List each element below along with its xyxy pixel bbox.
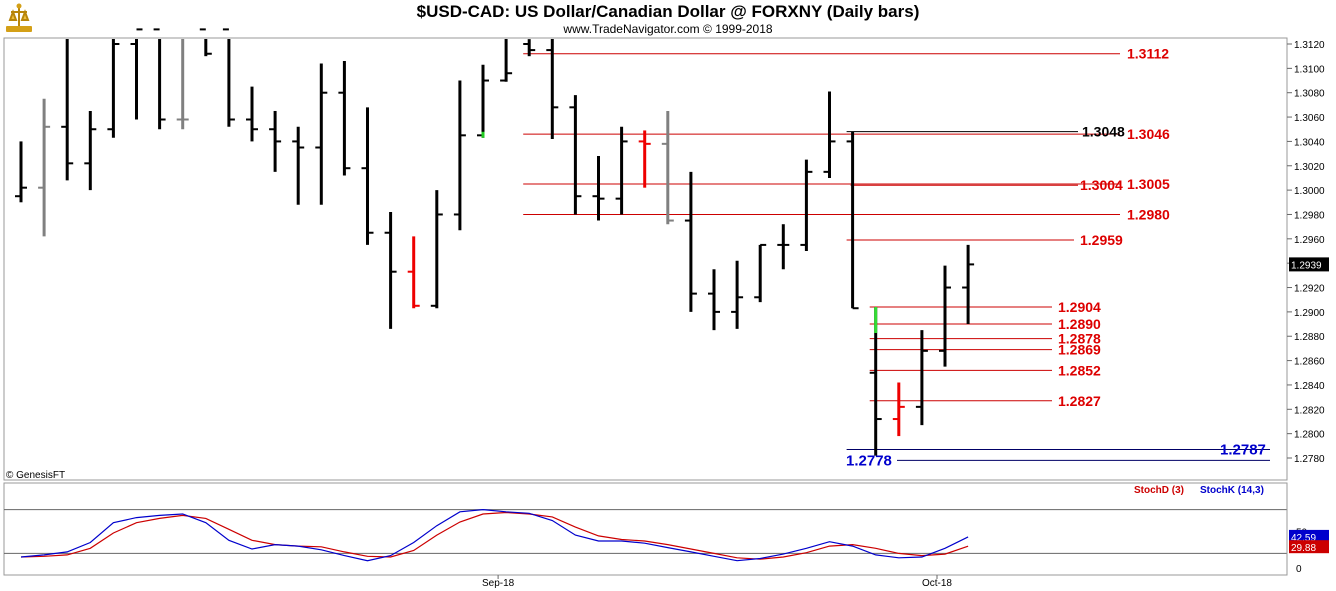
level-label-1.3112: 1.3112 [1127, 46, 1169, 62]
level-label-1.2959: 1.2959 [1080, 232, 1123, 248]
level-label-1.2787: 1.2787 [1220, 441, 1266, 458]
price-tick-label: 1.3060 [1294, 113, 1325, 124]
level-label-1.2852: 1.2852 [1058, 362, 1101, 378]
stoch-d-value: 29.88 [1291, 543, 1316, 554]
price-tick-label: 1.3040 [1294, 137, 1325, 148]
level-label-1.2878: 1.2878 [1058, 331, 1101, 347]
level-label-1.2869: 1.2869 [1058, 342, 1101, 358]
main-panel-frame [3, 37, 1288, 481]
stoch-k-value: 42.59 [1291, 533, 1316, 544]
genesis-copyright: © GenesisFT [6, 470, 65, 481]
level-label-1.2778: 1.2778 [846, 452, 892, 469]
price-tick-label: 1.2980 [1294, 210, 1325, 221]
date-tick-label: Oct-18 [922, 578, 952, 589]
chart-header: $USD-CAD: US Dollar/Canadian Dollar @ FO… [0, 0, 1336, 38]
trade-navigator-logo [6, 3, 32, 32]
stoch-panel-frame [3, 482, 1288, 576]
price-tick-label: 1.2800 [1294, 430, 1325, 441]
stoch-d-label: StochD (3) [1134, 485, 1184, 496]
price-tick-label: 1.2820 [1294, 405, 1325, 416]
level-label-1.2890: 1.2890 [1058, 316, 1101, 332]
stoch-d-line [20, 511, 969, 560]
current-price-box [1289, 257, 1329, 272]
stoch-k-line [20, 508, 969, 562]
level-label-1.3005: 1.3005 [1127, 176, 1170, 192]
price-axis: 1.3120 1.3100 1.3080 1.3060 1.3040 1.3020 1.30… [1286, 38, 1329, 480]
date-tick-label: Sep-18 [482, 578, 515, 589]
price-tick-label: 1.2920 [1294, 284, 1325, 295]
price-tick-label: 1.2960 [1294, 235, 1325, 246]
level-label-1.2827: 1.2827 [1058, 393, 1101, 409]
date-axis: Sep-18 Oct-18 [482, 575, 952, 589]
price-tick-label: 1.3000 [1294, 186, 1325, 197]
level-label-1.3004: 1.3004 [1080, 177, 1123, 193]
stochastic-panel [4, 508, 1287, 562]
stoch-tick-label: 0 [1296, 564, 1302, 575]
price-tick-label: 1.3020 [1294, 162, 1325, 173]
stoch-d-value-box [1289, 540, 1329, 554]
level-label-1.2980: 1.2980 [1127, 206, 1170, 222]
current-price-label: 1.2939 [1291, 260, 1322, 271]
level-label-1.3048: 1.3048 [1082, 124, 1125, 140]
chart-subtitle: www.TradeNavigator.com © 1999-2018 [563, 22, 773, 36]
level-lines [523, 53, 1270, 461]
level-label-1.3046: 1.3046 [1127, 126, 1170, 142]
price-tick-label: 1.2840 [1294, 381, 1325, 392]
price-tick-label: 1.2860 [1294, 357, 1325, 368]
stoch-k-label: StochK (14,3) [1200, 485, 1264, 496]
level-label-1.2904: 1.2904 [1058, 299, 1101, 315]
price-tick-label: 1.3100 [1294, 64, 1325, 75]
price-tick-label: 1.2900 [1294, 308, 1325, 319]
price-tick-label: 1.3080 [1294, 89, 1325, 100]
price-bars [15, 28, 975, 456]
price-tick-label: 1.2780 [1294, 454, 1325, 465]
chart-title: $USD-CAD: US Dollar/Canadian Dollar @ FO… [416, 2, 920, 21]
price-tick-label: 1.3120 [1294, 40, 1325, 51]
stoch-k-value-box [1289, 529, 1329, 543]
price-tick-label: 1.2880 [1294, 332, 1325, 343]
level-labels: 1.31121.30461.30481.30051.30041.29801.29… [846, 46, 1266, 470]
